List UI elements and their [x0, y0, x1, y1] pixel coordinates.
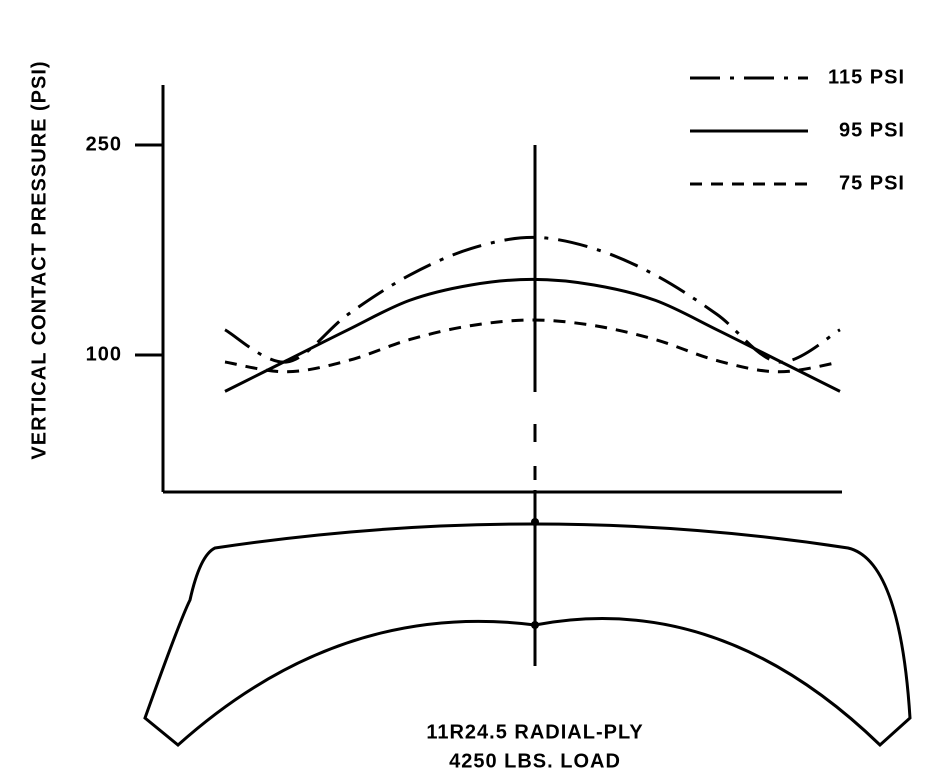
line [224, 318, 841, 374]
annotation: 11R24.5 RADIAL-PLY [426, 721, 643, 743]
annotation: 4250 LBS. LOAD [449, 750, 621, 772]
line [224, 277, 841, 393]
line [224, 235, 841, 364]
y-tick-label: 250 [86, 133, 122, 155]
legend-label: 75 PSI [839, 172, 905, 194]
legend-label: 95 PSI [839, 119, 905, 141]
legend-label: 115 PSI [828, 66, 905, 88]
y-axis-label: VERTICAL CONTACT PRESSURE (PSI) [28, 60, 50, 459]
tire-section [143, 522, 912, 748]
y-tick-label: 100 [86, 343, 122, 365]
